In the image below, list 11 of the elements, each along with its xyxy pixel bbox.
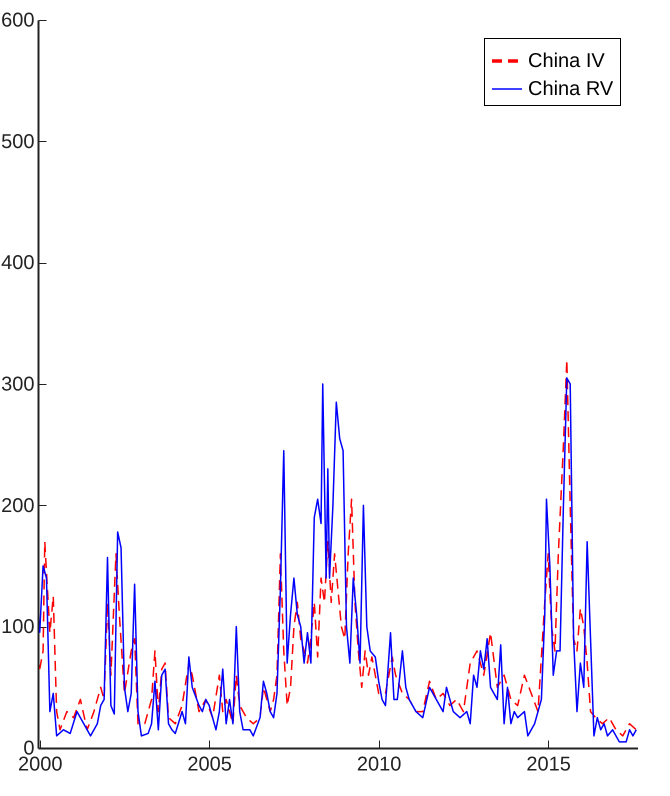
- x-tick-label: 2010: [356, 754, 402, 776]
- legend-label: China IV: [528, 50, 606, 72]
- y-tick-label: 100: [1, 616, 34, 638]
- y-tick-label: 200: [1, 494, 34, 517]
- y-tick-label: 400: [1, 252, 34, 274]
- x-tick-label: 2015: [526, 754, 571, 776]
- y-tick-label: 300: [1, 374, 34, 396]
- x-tick-label: 2005: [187, 754, 232, 776]
- legend-label: China RV: [528, 78, 614, 100]
- y-tick-label: 500: [1, 130, 34, 153]
- y-tick-label: 600: [1, 10, 34, 32]
